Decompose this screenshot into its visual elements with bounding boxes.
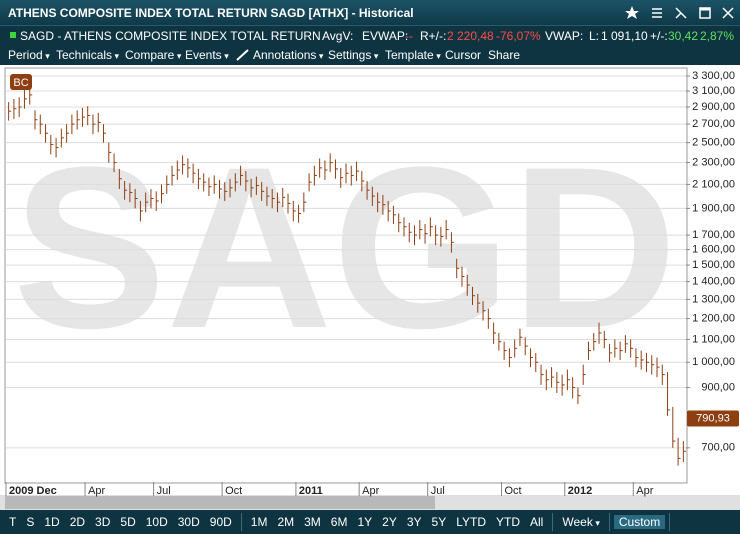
range-button[interactable]: 5D: [120, 515, 136, 529]
range-button[interactable]: 90D: [209, 515, 232, 529]
y-tick-label: 2 100,00: [692, 178, 735, 190]
watermark: SAGD: [13, 119, 678, 376]
title-bar: ATHENS COMPOSITE INDEX TOTAL RETURN SAGD…: [0, 0, 740, 25]
status-dot: [10, 32, 16, 38]
range-button[interactable]: 2M: [277, 515, 295, 529]
plot-frame: [4, 67, 688, 484]
range-button[interactable]: T: [9, 515, 17, 529]
chart-background: [0, 65, 740, 510]
range-button[interactable]: 3M: [304, 515, 321, 529]
range-button[interactable]: 3D: [95, 515, 111, 529]
menu-item[interactable]: Annotations: [253, 48, 323, 62]
range-button[interactable]: 2Y: [382, 515, 397, 529]
y-tick-label: 1 900,00: [692, 202, 735, 214]
evwap-value: --: [405, 29, 413, 43]
button-group: Custom: [610, 513, 671, 531]
menu-item[interactable]: Events: [185, 48, 229, 62]
info-bar: SAGD - ATHENS COMPOSITE INDEX TOTAL RETU…: [0, 25, 740, 46]
button-group: 1M 2M 3M 6M 1Y 2Y 3Y 5Y LYTD YTD All: [242, 513, 554, 531]
button-group: T S 1D 2D 3D 5D 10D 30D 90D: [0, 513, 242, 531]
range-button[interactable]: Custom: [613, 515, 666, 529]
chart: SAGD BC 700,00 900,00 1 000,00 1 100,00 1 20…: [0, 65, 740, 510]
last-price-marker: [687, 410, 739, 427]
range-button[interactable]: S: [26, 515, 35, 529]
grid: [6, 75, 686, 449]
window-icons[interactable]: [624, 5, 736, 21]
change-label: +/-:: [650, 29, 668, 43]
y-tick-label: 2 900,00: [692, 101, 735, 113]
evwap-label: EVWAP:: [362, 29, 409, 43]
pen-icon: [236, 49, 249, 61]
security-name: SAGD - ATHENS COMPOSITE INDEX TOTAL RETU…: [20, 29, 321, 43]
y-tick-label: 1 400,00: [692, 276, 735, 288]
r-label: R+/-:: [420, 29, 447, 43]
y-tick-label: 1 700,00: [692, 229, 735, 241]
range-button[interactable]: 1M: [250, 515, 268, 529]
range-button[interactable]: Week: [557, 515, 605, 529]
range-button[interactable]: 1Y: [357, 515, 373, 529]
bottom-bar: T S 1D 2D 3D 5D 10D 30D 90D 1M 2M 3M 6M 1Y 2Y 3Y 5Y LYTD Y…: [0, 510, 740, 534]
range-button[interactable]: LYTD: [456, 515, 487, 529]
y-tick-label: 1 500,00: [692, 259, 735, 271]
y-tick-label: 1 300,00: [692, 293, 735, 305]
x-tick-label: Oct: [225, 485, 242, 497]
y-tick-label: 2 700,00: [692, 118, 735, 130]
button-group: Week: [553, 513, 610, 531]
range-button[interactable]: 30D: [177, 515, 200, 529]
x-tick-label: Jul: [157, 485, 171, 497]
range-button[interactable]: YTD: [496, 515, 521, 529]
x-tick-label: Apr: [88, 485, 105, 497]
last-price-label: 790,93: [696, 412, 730, 424]
y-tick-label: 3 300,00: [692, 70, 735, 82]
y-tick-label: 1 200,00: [692, 312, 735, 324]
menu-item[interactable]: Technicals: [56, 48, 119, 62]
y-tick-label: 700,00: [701, 442, 735, 454]
scrollbar-thumb[interactable]: [5, 496, 435, 509]
x-tick-label: 2009 Dec: [9, 485, 57, 497]
menu-item[interactable]: Settings: [328, 48, 378, 62]
y-tick-label: 2 300,00: [692, 156, 735, 168]
range-button[interactable]: 5Y: [431, 515, 447, 529]
x-tick-label: Apr: [636, 485, 653, 497]
x-tick-label: Oct: [505, 485, 522, 497]
range-button[interactable]: 6M: [330, 515, 348, 529]
avgv-label: AvgV:: [322, 29, 354, 43]
x-tick-label: 2011: [299, 485, 323, 497]
menu-item[interactable]: Compare: [125, 48, 181, 62]
menu-item[interactable]: Template: [385, 48, 441, 62]
badge-bg: [10, 74, 32, 90]
menu-item[interactable]: Cursor: [445, 48, 482, 62]
range-button[interactable]: 3Y: [406, 515, 422, 529]
x-tick-label: Apr: [362, 485, 379, 497]
y-tick-label: 2 500,00: [692, 137, 735, 149]
r-pct: -76,07%: [496, 29, 541, 43]
range-button[interactable]: 10D: [145, 515, 168, 529]
y-tick-label: 1 100,00: [692, 333, 735, 345]
range-button[interactable]: All: [530, 515, 544, 529]
range-button[interactable]: 1D: [44, 515, 60, 529]
y-tick-label: 3 100,00: [692, 85, 735, 97]
r-value: 2 220,48: [447, 29, 494, 43]
menu-item[interactable]: Period: [8, 48, 50, 62]
range-button[interactable]: 2D: [69, 515, 86, 529]
x-tick-label: Jul: [431, 485, 445, 497]
x-tick-label: 2012: [568, 485, 592, 497]
last-label: L:: [589, 29, 600, 43]
y-tick-label: 900,00: [701, 381, 735, 393]
menu-item[interactable]: Share: [488, 48, 521, 62]
y-tick-label: 1 000,00: [692, 356, 735, 368]
badge: BC: [13, 77, 28, 89]
vwap-label: VWAP:: [545, 29, 584, 43]
change-value: 30,42: [668, 29, 699, 43]
change-pct: 2,87%: [700, 29, 735, 43]
y-tick-label: 1 600,00: [692, 244, 735, 256]
menu-bar: Period Technicals Compare Events Annotat…: [0, 45, 740, 65]
window-title: ATHENS COMPOSITE INDEX TOTAL RETURN SAGD…: [8, 6, 414, 20]
last-value: 1 091,10: [601, 29, 648, 43]
